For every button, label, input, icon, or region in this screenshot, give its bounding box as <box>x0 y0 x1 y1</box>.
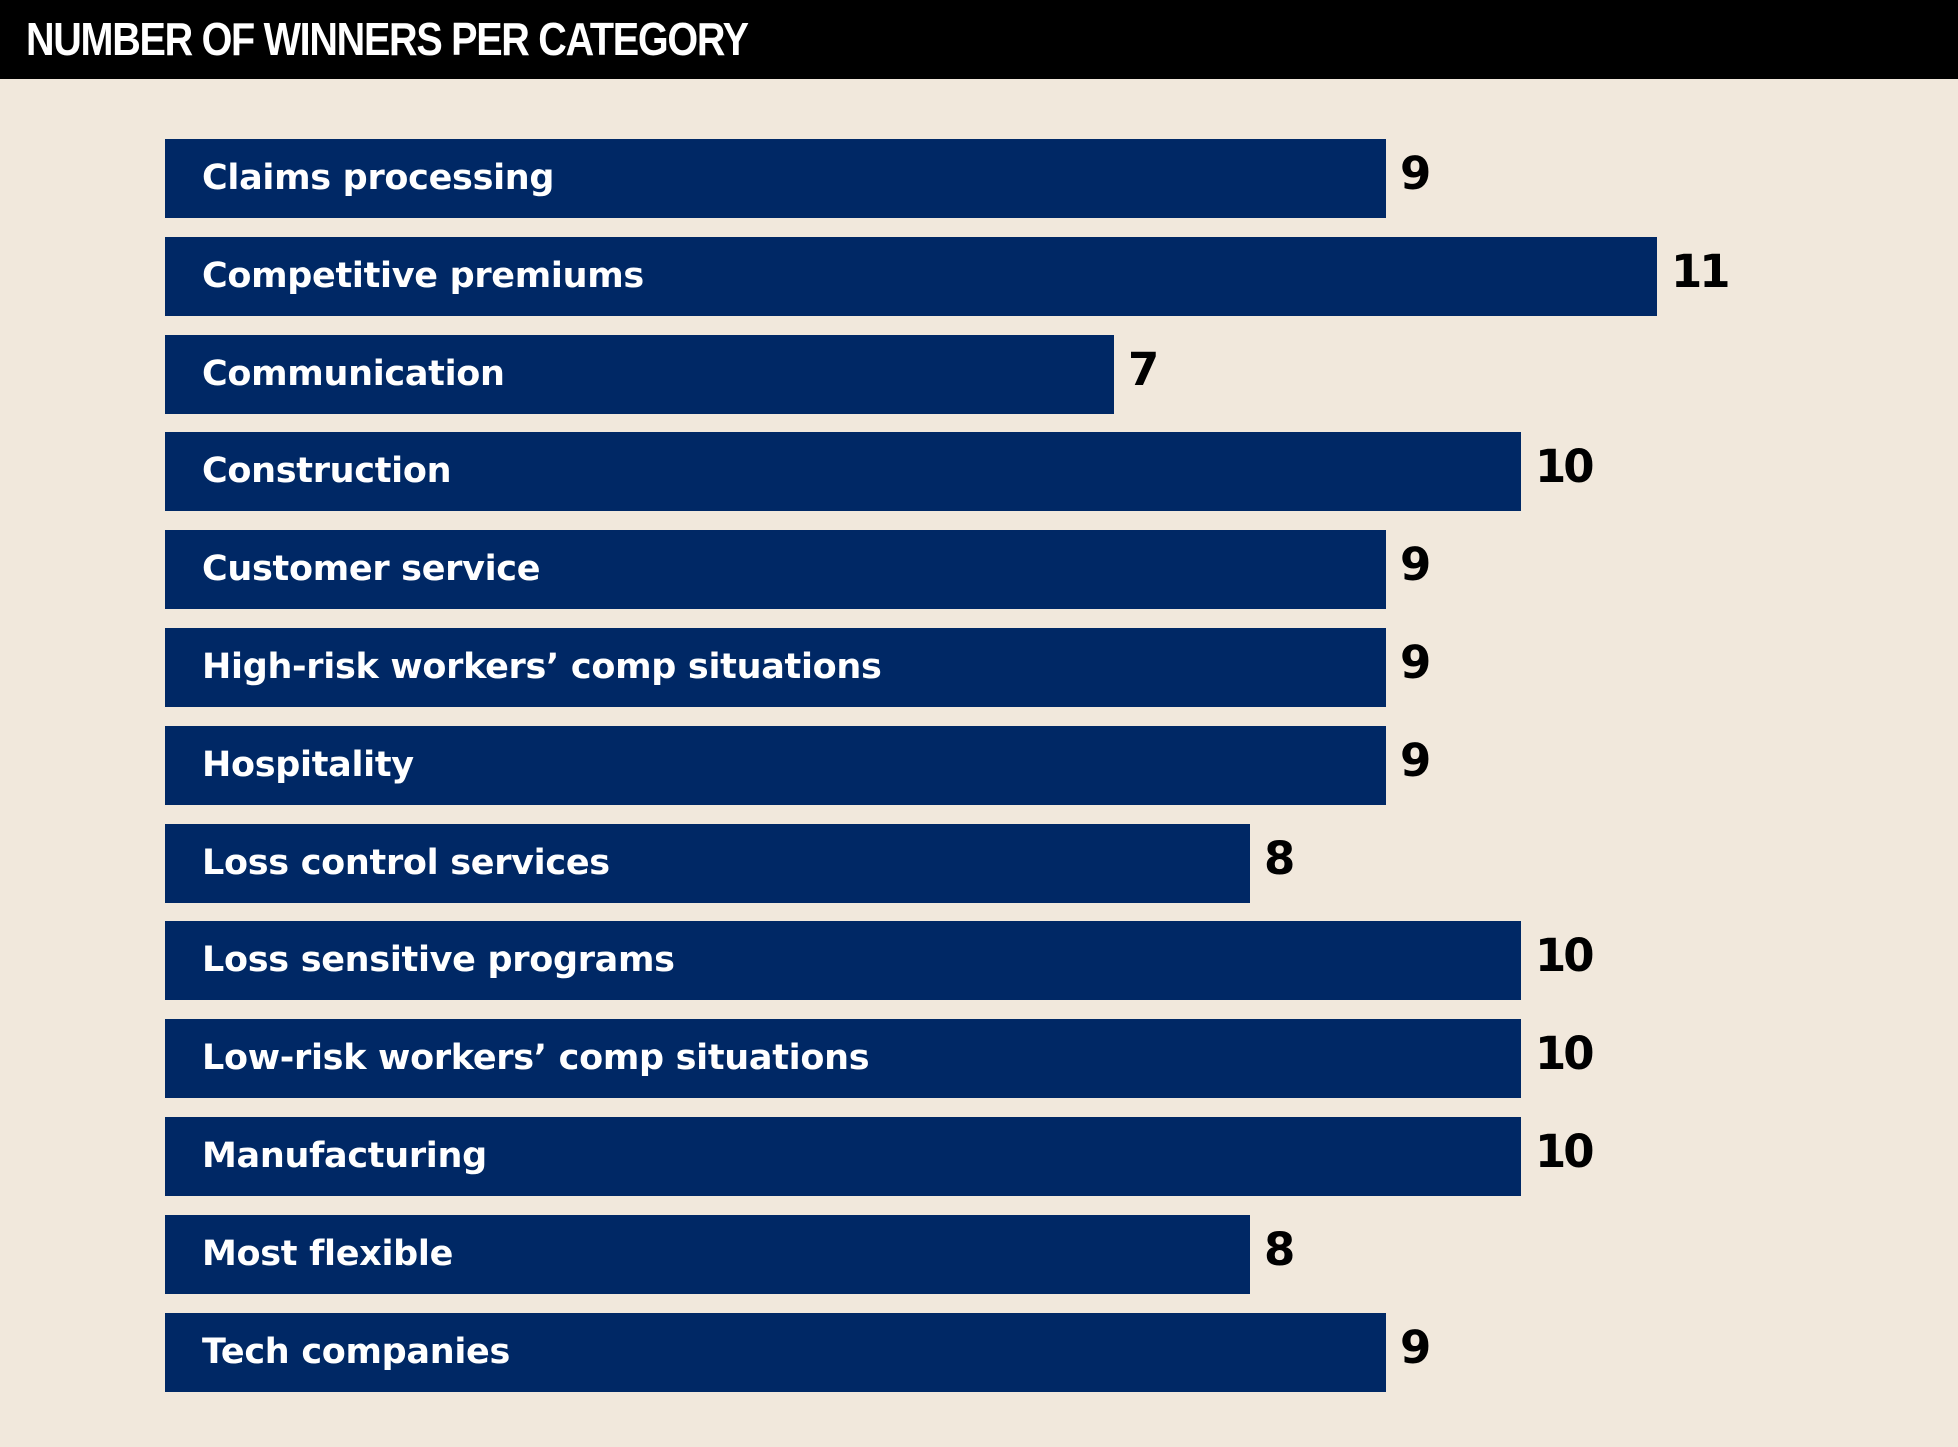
bar: Most flexible <box>165 1215 1250 1294</box>
bar: Loss control services <box>165 824 1250 903</box>
bar-label: Tech companies <box>202 1332 511 1372</box>
value-label: 8 <box>1264 1223 1295 1276</box>
bar-label: Loss control services <box>202 843 610 883</box>
bar-label: Loss sensitive programs <box>202 940 675 980</box>
bar-label: Hospitality <box>202 745 414 785</box>
value-label: 10 <box>1535 929 1595 982</box>
bar-label: Low-risk workers’ comp situations <box>202 1038 870 1078</box>
bar-label: Competitive premiums <box>202 256 644 296</box>
value-label: 9 <box>1400 734 1431 787</box>
bar-label: Customer service <box>202 549 541 589</box>
bar: Communication <box>165 335 1114 414</box>
bar-label: Construction <box>202 451 452 491</box>
value-label: 10 <box>1535 1027 1595 1080</box>
bar-label: High-risk workers’ comp situations <box>202 647 882 687</box>
bar-label: Communication <box>202 354 505 394</box>
bar: Claims processing <box>165 139 1386 218</box>
bar: Customer service <box>165 530 1386 609</box>
value-label: 7 <box>1128 343 1159 396</box>
value-label: 9 <box>1400 1321 1431 1374</box>
value-label: 10 <box>1535 1125 1595 1178</box>
bar: Loss sensitive programs <box>165 921 1521 1000</box>
bar-label: Manufacturing <box>202 1136 487 1176</box>
value-label: 8 <box>1264 832 1295 885</box>
bar: High-risk workers’ comp situations <box>165 628 1386 707</box>
value-label: 9 <box>1400 147 1431 200</box>
value-label: 9 <box>1400 538 1431 591</box>
bar-label: Most flexible <box>202 1234 454 1274</box>
bar-label: Claims processing <box>202 158 555 198</box>
bar: Low-risk workers’ comp situations <box>165 1019 1521 1098</box>
bar: Construction <box>165 432 1521 511</box>
bar: Manufacturing <box>165 1117 1521 1196</box>
value-label: 10 <box>1535 440 1595 493</box>
bar: Competitive premiums <box>165 237 1657 316</box>
bar: Tech companies <box>165 1313 1386 1392</box>
value-label: 11 <box>1671 245 1731 298</box>
chart-title: NUMBER OF WINNERS PER CATEGORY <box>26 13 749 65</box>
title-bar: NUMBER OF WINNERS PER CATEGORY <box>0 0 1958 79</box>
value-label: 9 <box>1400 636 1431 689</box>
bar: Hospitality <box>165 726 1386 805</box>
